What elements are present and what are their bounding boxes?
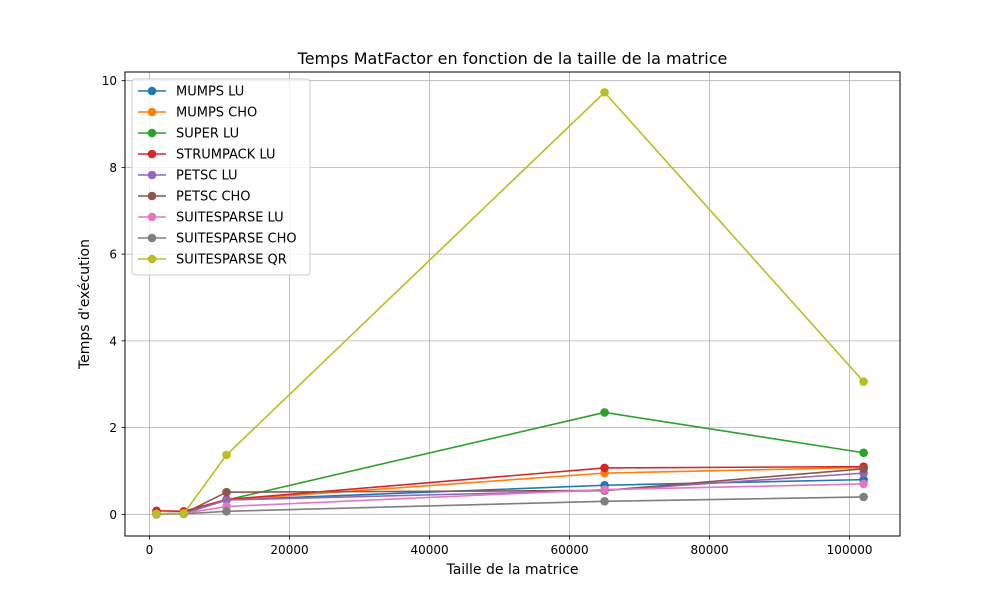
legend-label: PETSC CHO — [176, 190, 251, 205]
legend-marker — [147, 170, 157, 180]
y-tick-label: 2 — [109, 421, 117, 435]
y-tick-label: 10 — [102, 74, 117, 88]
legend: MUMPS LU MUMPS CHO SUPER LU STRUMPACK LU PET… — [131, 78, 311, 276]
data-point — [222, 487, 231, 497]
legend-label: PETSC LU — [176, 169, 238, 184]
series-suitesparse-qr — [152, 88, 868, 519]
x-tick-label: 40000 — [410, 543, 448, 557]
legend-label: MUMPS CHO — [176, 106, 257, 121]
x-tick-label: 60000 — [550, 543, 588, 557]
legend-entry: PETSC CHO — [138, 190, 251, 205]
legend-label: MUMPS LU — [176, 85, 244, 100]
y-axis-ticks: 0 2 4 6 8 10 — [102, 74, 125, 522]
legend-marker — [147, 149, 157, 159]
x-tick-label: 100000 — [827, 543, 873, 557]
legend-entry: MUMPS CHO — [138, 106, 257, 121]
x-axis-label: Taille de la matrice — [445, 562, 578, 578]
legend-entry: MUMPS LU — [138, 85, 244, 100]
data-point — [859, 479, 868, 489]
data-point — [600, 485, 609, 494]
data-point — [222, 506, 231, 516]
legend-entry: PETSC LU — [138, 169, 238, 184]
data-point — [859, 377, 868, 386]
data-point — [600, 463, 609, 473]
series-layer — [152, 88, 868, 519]
legend-entry: SUPER LU — [138, 127, 239, 142]
x-tick-label: 20000 — [270, 543, 308, 557]
x-tick-label: 80000 — [690, 543, 728, 557]
data-point — [222, 495, 231, 505]
data-point — [600, 408, 609, 417]
legend-entry: SUITESPARSE QR — [138, 253, 287, 268]
legend-marker — [147, 191, 157, 201]
legend-marker — [147, 212, 157, 222]
x-axis-ticks: 0 20000 40000 60000 80000 100000 — [146, 536, 873, 557]
legend-entry: SUITESPARSE CHO — [138, 232, 297, 247]
data-point — [859, 492, 868, 502]
data-point — [859, 448, 868, 458]
plot-frame — [124, 71, 901, 537]
data-point — [600, 88, 609, 97]
legend-label: STRUMPACK LU — [176, 148, 275, 163]
y-tick-label: 4 — [109, 334, 117, 348]
legend-label: SUPER LU — [176, 127, 239, 142]
legend-marker — [147, 128, 157, 138]
legend-label: SUITESPARSE QR — [176, 253, 287, 268]
legend-box — [131, 78, 311, 276]
legend-marker — [147, 254, 157, 264]
legend-entry: SUITESPARSE LU — [138, 211, 284, 226]
legend-entry: STRUMPACK LU — [138, 148, 275, 163]
data-point — [152, 509, 161, 519]
chart-title: Temps MatFactor en fonction de la taille… — [297, 49, 728, 68]
y-axis-label: Temps d'exécution — [77, 239, 93, 370]
legend-label: SUITESPARSE CHO — [176, 232, 297, 247]
legend-marker — [147, 107, 157, 117]
legend-marker — [147, 233, 157, 243]
legend-label: SUITESPARSE LU — [176, 211, 284, 226]
y-tick-label: 0 — [109, 508, 117, 522]
y-tick-label: 6 — [109, 248, 117, 262]
data-point — [859, 464, 868, 474]
data-point — [179, 509, 189, 518]
y-tick-label: 8 — [109, 161, 117, 175]
data-point — [600, 497, 609, 506]
legend-marker — [147, 86, 157, 96]
data-point — [222, 450, 231, 460]
x-tick-label: 0 — [146, 543, 154, 557]
